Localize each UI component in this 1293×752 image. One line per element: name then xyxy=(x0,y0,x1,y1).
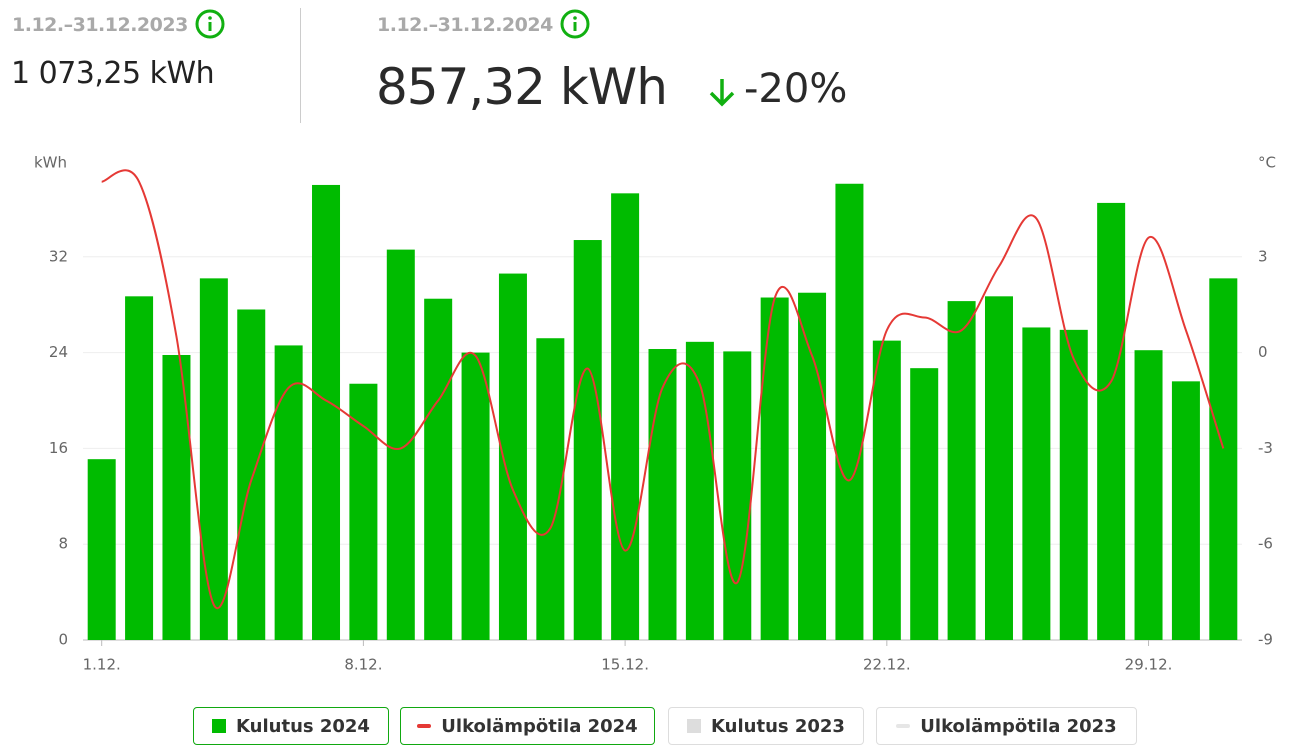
bar xyxy=(125,296,154,640)
y-tick-label: 16 xyxy=(49,439,68,457)
bar xyxy=(685,341,714,640)
info-icon[interactable] xyxy=(194,8,226,40)
y-tick-label: 24 xyxy=(49,343,68,361)
bar xyxy=(1134,350,1163,640)
y2-tick-label: -3 xyxy=(1258,439,1273,457)
bar xyxy=(872,340,901,640)
info-icon[interactable] xyxy=(559,8,591,40)
x-tick-label: 8.12. xyxy=(344,656,382,674)
bar xyxy=(835,183,864,640)
legend-item[interactable]: Kulutus 2023 xyxy=(668,707,864,745)
bar xyxy=(611,193,640,640)
bar xyxy=(723,351,752,640)
y2-tick-label: -9 xyxy=(1258,631,1273,649)
bar xyxy=(648,349,677,640)
legend-label: Kulutus 2024 xyxy=(236,715,370,737)
legend-swatch xyxy=(687,719,702,733)
divider xyxy=(300,8,301,123)
current-total: 857,32 kWh xyxy=(376,58,668,116)
bar xyxy=(162,354,191,640)
bar xyxy=(87,459,116,640)
legend-swatch xyxy=(417,724,432,728)
down-arrow xyxy=(709,79,735,107)
bar xyxy=(237,309,266,640)
legend-swatch xyxy=(896,724,911,728)
bar xyxy=(461,352,490,640)
legend-label: Ulkolämpötila 2024 xyxy=(441,715,638,737)
bar xyxy=(312,184,341,640)
bar xyxy=(386,249,415,640)
bar xyxy=(1209,278,1238,640)
bar xyxy=(424,298,453,640)
x-tick-label: 15.12. xyxy=(601,656,649,674)
temperature-line xyxy=(101,169,1225,609)
legend-item[interactable]: Ulkolämpötila 2023 xyxy=(876,707,1137,745)
bar xyxy=(274,345,303,640)
x-tick-label: 22.12. xyxy=(863,656,911,674)
change: -20% xyxy=(744,66,848,112)
y2-tick-label: 0 xyxy=(1258,343,1268,361)
bar xyxy=(798,292,827,640)
y-tick-label: 0 xyxy=(58,631,68,649)
chart: kWh °C 0 8 16 24 32 -9 -6 -3 0 3 1.12. 8.12. 15.12. 22.… xyxy=(34,154,1276,674)
legend-label: Kulutus 2023 xyxy=(711,715,845,737)
bar xyxy=(910,368,939,640)
current-period: 1.12.–31.12.2024 xyxy=(377,14,553,36)
bar xyxy=(1171,381,1200,640)
previous-period: 1.12.–31.12.2023 xyxy=(12,14,188,36)
legend-label: Ulkolämpötila 2023 xyxy=(920,715,1117,737)
x-tick-label: 1.12. xyxy=(83,656,121,674)
y2-axis-label: °C xyxy=(1258,154,1276,172)
bar xyxy=(760,297,789,640)
bar xyxy=(984,296,1013,640)
bar xyxy=(1022,327,1051,640)
bar xyxy=(947,301,976,640)
y-tick-label: 32 xyxy=(49,247,68,265)
bar xyxy=(1059,329,1088,640)
bar xyxy=(1097,202,1126,640)
previous-total: 1 073,25 kWh xyxy=(11,56,215,91)
bar xyxy=(573,240,602,640)
legend-swatch xyxy=(212,719,227,733)
y2-tick-label: 3 xyxy=(1258,247,1268,265)
x-tick-label: 29.12. xyxy=(1125,656,1173,674)
bar xyxy=(199,278,228,640)
legend-item[interactable]: Ulkolämpötila 2024 xyxy=(400,707,655,745)
bar xyxy=(349,383,378,640)
y2-tick-label: -6 xyxy=(1258,535,1273,553)
y-axis-label: kWh xyxy=(34,154,67,172)
y-tick-label: 8 xyxy=(58,535,68,553)
legend-item[interactable]: Kulutus 2024 xyxy=(193,707,389,745)
